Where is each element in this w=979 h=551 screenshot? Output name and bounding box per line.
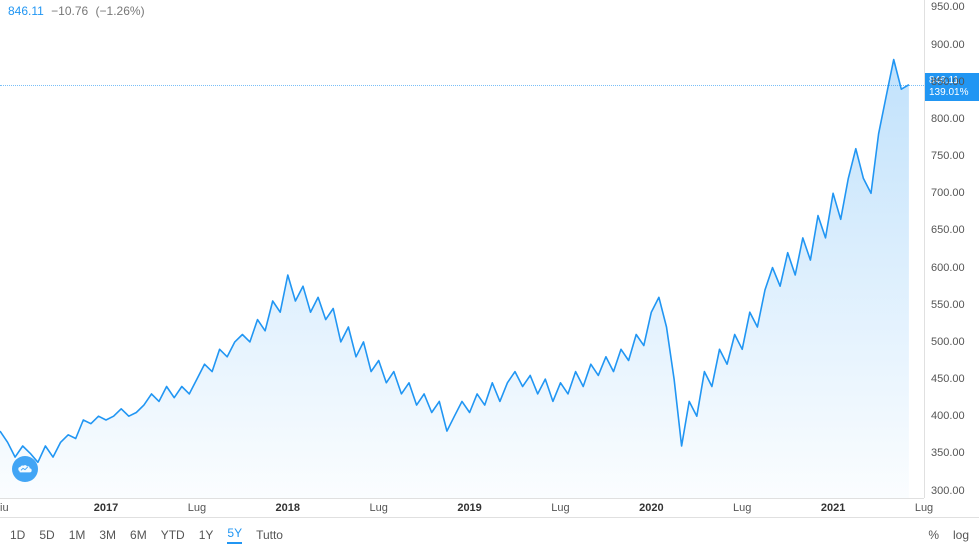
timeframe-5d[interactable]: 5D	[39, 528, 54, 542]
x-tick-label: Lug	[733, 502, 751, 514]
stock-chart-container: { "header": { "price": "846.11", "change…	[0, 0, 979, 551]
x-tick-label: 2019	[457, 502, 481, 514]
timeframe-tutto[interactable]: Tutto	[256, 528, 283, 542]
timeframe-1d[interactable]: 1D	[10, 528, 25, 542]
percent-scale-button[interactable]: %	[928, 528, 939, 542]
x-tick-label: 2020	[639, 502, 663, 514]
y-tick-label: 300.00	[931, 485, 965, 497]
x-tick-label: Lug	[370, 502, 388, 514]
y-tick-label: 600.00	[931, 262, 965, 274]
y-tick-label: 550.00	[931, 299, 965, 311]
y-tick-label: 950.00	[931, 1, 965, 13]
timeframe-selector: 1D 5D 1M 3M 6M YTD 1Y 5Y Tutto	[10, 526, 297, 544]
x-tick-label: Lug	[915, 502, 933, 514]
y-tick-label: 700.00	[931, 187, 965, 199]
chart-toolbar: 1D 5D 1M 3M 6M YTD 1Y 5Y Tutto % log	[0, 517, 979, 551]
x-tick-label: 2021	[821, 502, 845, 514]
flag-pct: 139.01%	[929, 87, 976, 99]
cloud-chart-icon	[17, 464, 33, 474]
y-tick-label: 500.00	[931, 336, 965, 348]
chart-area: 846.11 139.01% 300.00350.00400.00450.005…	[0, 0, 979, 498]
y-axis[interactable]: 846.11 139.01% 300.00350.00400.00450.005…	[924, 0, 979, 498]
timeframe-1y[interactable]: 1Y	[199, 528, 214, 542]
x-axis[interactable]: Giu2017Lug2018Lug2019Lug2020Lug2021Lug	[0, 498, 924, 517]
y-tick-label: 450.00	[931, 373, 965, 385]
tradingview-logo-button[interactable]	[12, 456, 38, 482]
x-tick-label: Lug	[551, 502, 569, 514]
y-tick-label: 850.00	[931, 76, 965, 88]
x-tick-label: Lug	[188, 502, 206, 514]
timeframe-5y[interactable]: 5Y	[227, 526, 242, 544]
x-tick-label: 2017	[94, 502, 118, 514]
y-tick-label: 350.00	[931, 447, 965, 459]
x-tick-label: 2018	[276, 502, 300, 514]
y-tick-label: 400.00	[931, 410, 965, 422]
y-tick-label: 650.00	[931, 224, 965, 236]
timeframe-ytd[interactable]: YTD	[161, 528, 185, 542]
log-scale-button[interactable]: log	[953, 528, 969, 542]
current-price-line	[0, 85, 924, 86]
timeframe-1m[interactable]: 1M	[69, 528, 86, 542]
timeframe-3m[interactable]: 3M	[99, 528, 116, 542]
price-line-chart[interactable]	[0, 0, 924, 498]
timeframe-6m[interactable]: 6M	[130, 528, 147, 542]
x-tick-label: Giu	[0, 502, 9, 514]
y-tick-label: 750.00	[931, 150, 965, 162]
y-tick-label: 800.00	[931, 113, 965, 125]
y-tick-label: 900.00	[931, 39, 965, 51]
